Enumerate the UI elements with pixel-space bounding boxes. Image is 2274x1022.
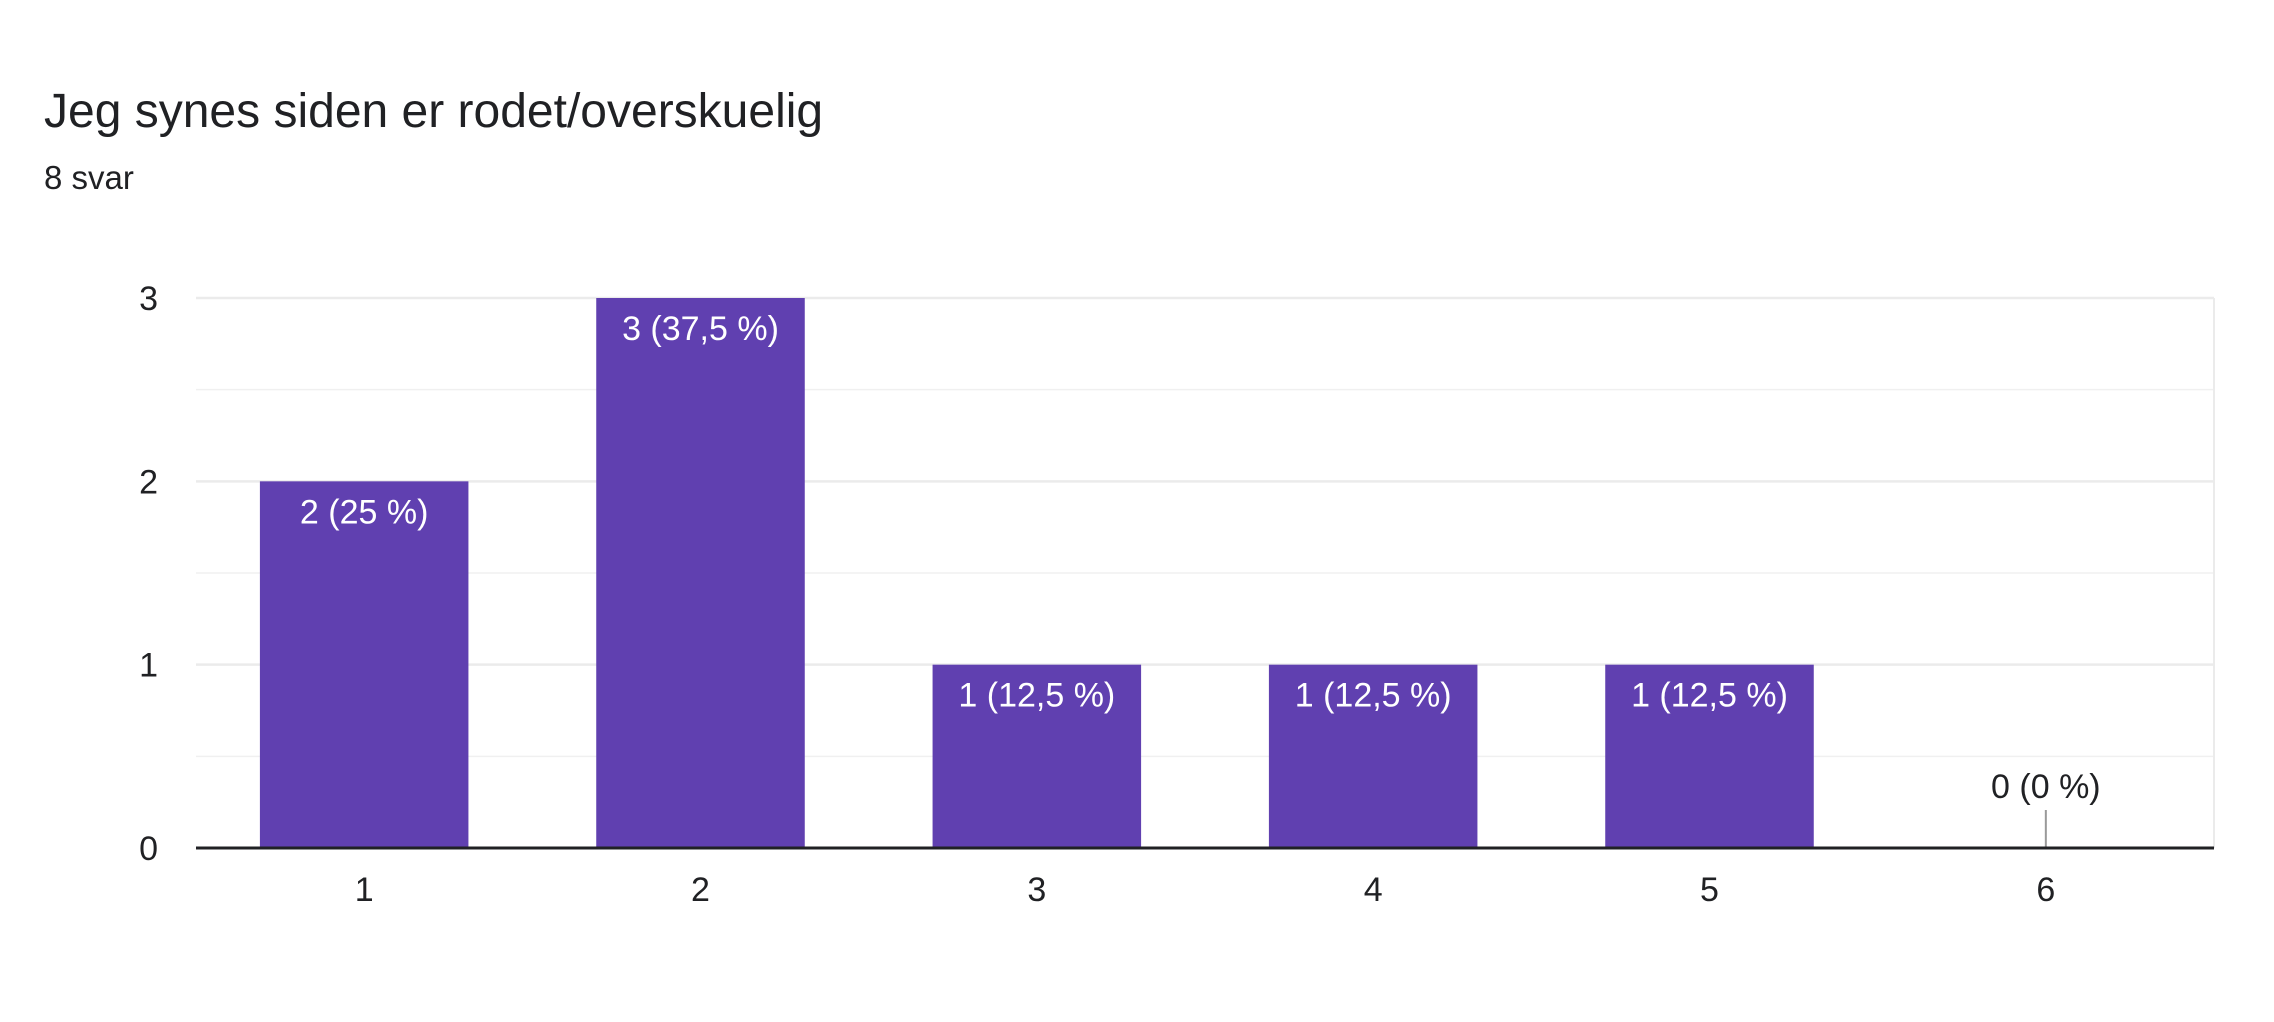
y-tick-label: 1 xyxy=(139,647,158,685)
response-count: 8 svar xyxy=(44,159,134,196)
bar-value-label: 0 (0 %) xyxy=(1991,768,2101,806)
x-tick-label: 1 xyxy=(355,871,374,909)
bar xyxy=(932,664,1142,848)
bar-value-label: 1 (12,5 %) xyxy=(1295,677,1452,715)
x-tick-label: 6 xyxy=(2036,871,2055,909)
bar-value-label: 1 (12,5 %) xyxy=(1631,677,1788,715)
x-tick-label: 3 xyxy=(1027,871,1046,909)
bar-value-label: 3 (37,5 %) xyxy=(622,310,779,348)
bar xyxy=(596,298,805,848)
bar xyxy=(259,481,469,848)
bar-value-label: 1 (12,5 %) xyxy=(958,677,1115,715)
x-tick-label: 2 xyxy=(691,871,710,909)
y-tick-label: 2 xyxy=(139,463,158,501)
y-tick-label: 0 xyxy=(139,830,158,868)
x-tick-label: 4 xyxy=(1364,871,1383,909)
bar xyxy=(1605,664,1814,848)
x-tick-label: 5 xyxy=(1700,871,1719,909)
chart-title: Jeg synes siden er rodet/overskuelig xyxy=(44,85,824,138)
y-tick-label: 3 xyxy=(139,280,158,318)
bar xyxy=(1268,664,1478,848)
bar-value-label: 2 (25 %) xyxy=(300,493,429,531)
